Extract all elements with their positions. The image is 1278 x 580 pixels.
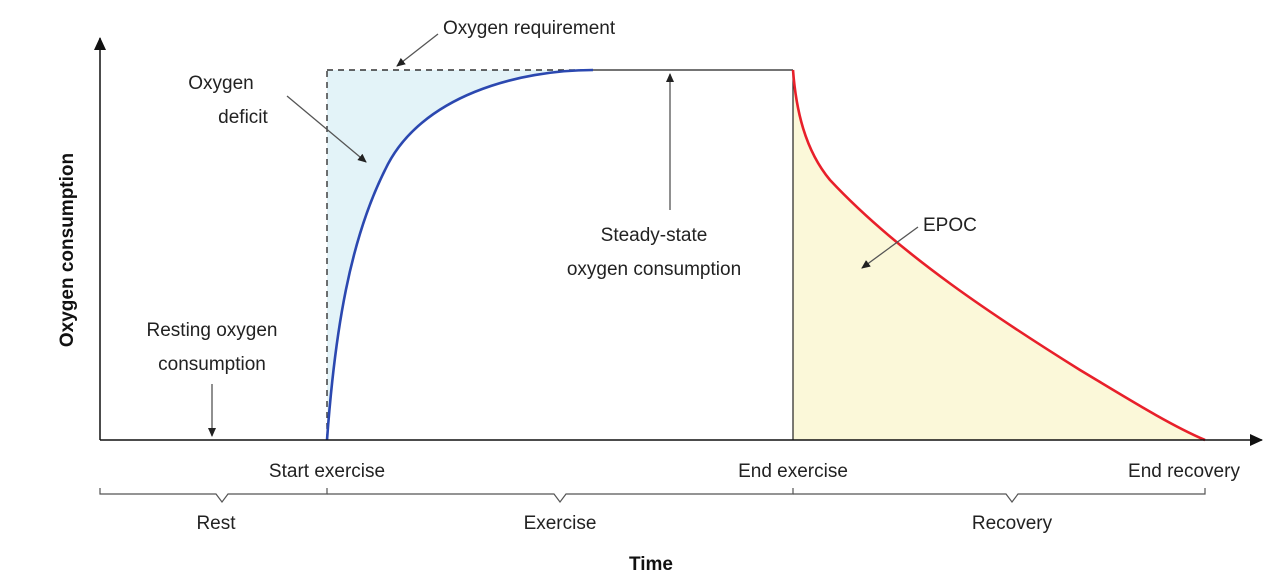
exercise-phase-label: Exercise bbox=[524, 513, 597, 534]
recovery-bracket bbox=[793, 488, 1206, 503]
end-exercise-label: End exercise bbox=[738, 461, 848, 482]
epoc-pointer bbox=[861, 226, 919, 269]
oxygen-requirement-label: Oxygen requirement bbox=[443, 18, 616, 39]
end-recovery-label: End recovery bbox=[1128, 461, 1240, 482]
recovery-phase-label: Recovery bbox=[972, 513, 1053, 534]
steady-state-label-1: Steady-state bbox=[601, 225, 708, 246]
deficit-pointer bbox=[286, 95, 367, 163]
rest-phase-label: Rest bbox=[196, 513, 236, 534]
oxygen-uptake-curve bbox=[325, 68, 594, 441]
x-axis-label: Time bbox=[629, 554, 673, 575]
rest-bracket bbox=[99, 488, 328, 503]
exercise-bracket bbox=[327, 488, 794, 503]
oxygen-deficit-label-1: Oxygen bbox=[188, 73, 253, 94]
start-exercise-label: Start exercise bbox=[269, 461, 385, 482]
resting-oxygen-label-2: consumption bbox=[158, 354, 266, 375]
oxygen-deficit-label-2: deficit bbox=[218, 107, 268, 128]
epoc-area bbox=[793, 70, 1205, 440]
requirement-pointer bbox=[396, 33, 439, 67]
y-axis-label: Oxygen consumption bbox=[57, 153, 78, 347]
steady-state-label-2: oxygen consumption bbox=[567, 259, 741, 280]
recovery-curve bbox=[791, 69, 1206, 442]
resting-oxygen-label-1: Resting oxygen bbox=[147, 320, 278, 341]
oxygen-deficit-area bbox=[327, 70, 593, 440]
epoc-label: EPOC bbox=[923, 215, 977, 236]
